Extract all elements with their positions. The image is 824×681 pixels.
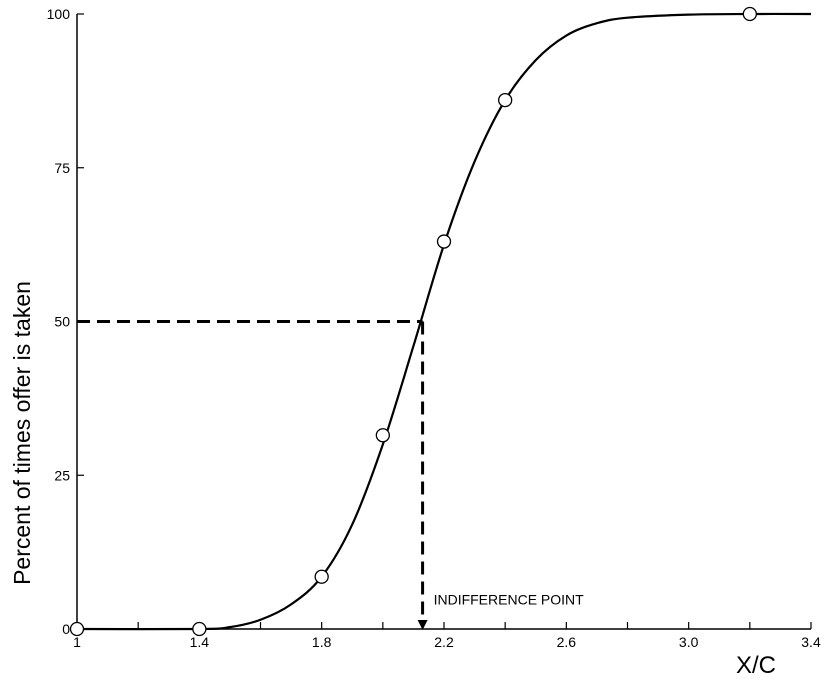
x-tick-label: 1 [73,634,81,650]
data-point [375,428,390,443]
y-tick-label: 75 [54,160,70,176]
data-points [69,6,757,637]
x-tick-label: 2.6 [557,634,577,650]
x-tick-label: 1.4 [190,634,210,650]
data-point [314,569,329,584]
y-tick-label: 25 [54,467,70,483]
data-point [742,6,757,22]
x-tick-label: 1.8 [312,634,332,650]
x-axis-title: X/C [736,652,776,679]
y-tick-label: 100 [47,6,71,22]
x-tick-label: 3.4 [801,634,821,650]
y-ticks: 0 25 50 75 100 [47,6,84,637]
data-point [192,621,207,637]
data-point [436,234,452,249]
y-tick-label: 50 [54,314,70,330]
y-tick-label: 0 [62,621,70,637]
indifference-point-label: INDIFFERENCE POINT [434,591,585,607]
data-point [69,621,85,637]
data-point [498,92,513,108]
fitted-curve [76,12,812,631]
x-ticks: 1 1.4 1.8 2.2 2.6 3.0 3.4 [73,622,821,650]
x-tick-label: 2.2 [434,634,454,650]
y-axis-title: Percent of times offer is taken [9,281,35,585]
indifference-guides [77,320,428,630]
x-tick-label: 3.0 [679,634,699,650]
